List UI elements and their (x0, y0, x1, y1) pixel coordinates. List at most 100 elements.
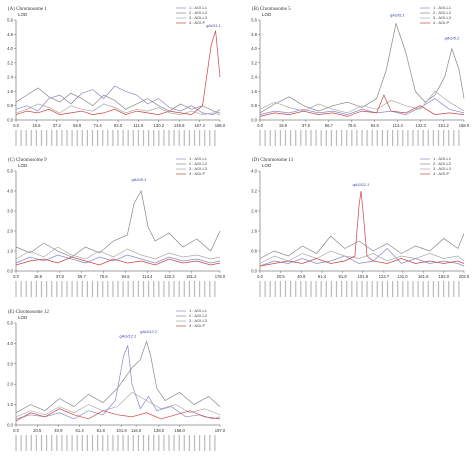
y-axis-label: LOD (262, 163, 272, 168)
y-tick-label: 0.0 (251, 269, 257, 274)
series-line-2-agi-l2 (15, 190, 221, 258)
y-tick-label: 2.4 (7, 75, 13, 80)
qtl-label: qAGI5.1 (390, 12, 405, 17)
x-tick-label: 148.8 (174, 123, 185, 128)
x-tick-label: 161.6 (418, 274, 429, 279)
x-tick-label: 167.4 (194, 123, 205, 128)
x-tick-label: 168.0 (459, 123, 470, 128)
legend-label: 4 : AGI-P (189, 323, 206, 328)
y-axis-label: LOD (262, 12, 272, 17)
y-axis-label: LOD (18, 163, 28, 168)
x-tick-label: 37.8 (302, 123, 311, 128)
series-line-1-agi-l1 (15, 345, 221, 420)
y-tick-label: 4.8 (7, 32, 13, 37)
qtl-label: qAGI5.2 (445, 36, 460, 41)
x-tick-label: 202.0 (459, 274, 470, 279)
series-line-4-agi-p (15, 256, 221, 266)
x-tick-label: 122.7 (379, 274, 390, 279)
x-tick-label: 101.8 (358, 274, 369, 279)
x-tick-label: 37.8 (56, 274, 65, 279)
chart-title: (C) Chromosome 9 (8, 158, 47, 163)
series-line-4-agi-p (259, 94, 465, 117)
x-tick-label: 0.0 (13, 123, 19, 128)
y-tick-label: 0.8 (251, 249, 257, 254)
y-tick-label: 5.6 (251, 18, 257, 23)
x-tick-label: 75.6 (100, 274, 109, 279)
x-tick-label: 94.5 (371, 123, 380, 128)
x-tick-label: 20.5 (277, 274, 286, 279)
x-tick-label: 111.6 (133, 123, 144, 128)
y-tick-label: 5.0 (7, 169, 13, 174)
x-tick-label: 113.4 (142, 274, 153, 279)
legend-label: 1 : AGI-L1 (433, 5, 452, 10)
legend-label: 4 : AGI-P (433, 171, 450, 176)
qtl-label: qAGI12.1 (119, 333, 136, 338)
y-tick-label: 1.6 (251, 229, 257, 234)
legend-label: 1 : AGI-L1 (189, 156, 208, 161)
x-tick-label: 18.9 (279, 123, 288, 128)
x-tick-label: 40.9 (54, 428, 63, 433)
y-axis-label: LOD (18, 315, 28, 320)
qtl-label: qAGI9.1 (132, 177, 147, 182)
series-line-3-agi-l3 (15, 391, 221, 418)
y-tick-label: 3.2 (251, 189, 257, 194)
x-tick-label: 20.5 (33, 428, 42, 433)
series-line-4-agi-p (15, 408, 221, 422)
x-tick-label: 113.4 (393, 123, 404, 128)
x-tick-label: 61.4 (76, 428, 85, 433)
x-tick-label: 176.0 (215, 274, 226, 279)
series-line-2-agi-l2 (15, 87, 221, 114)
y-axis-label: LOD (18, 12, 28, 17)
y-tick-label: 1.6 (7, 89, 13, 94)
x-tick-label: 151.2 (186, 274, 197, 279)
y-tick-label: 3.0 (7, 209, 13, 214)
x-tick-label: 130.2 (154, 123, 165, 128)
chart-title: (B) Chromosome 5 (252, 7, 291, 12)
y-tick-label: 4.0 (7, 189, 13, 194)
x-tick-label: 81.8 (339, 274, 348, 279)
y-tick-label: 4.0 (251, 46, 257, 51)
series-line-2-agi-l2 (15, 340, 221, 414)
legend-label: 2 : AGI-L2 (189, 313, 208, 318)
x-tick-label: 94.5 (121, 274, 130, 279)
x-tick-label: 56.7 (325, 123, 334, 128)
x-tick-label: 40.9 (297, 274, 306, 279)
x-tick-label: 37.2 (53, 123, 62, 128)
series-line-3-agi-l3 (259, 250, 465, 264)
y-tick-label: 2.4 (251, 209, 257, 214)
y-tick-label: 2.0 (7, 382, 13, 387)
series-line-1-agi-l1 (259, 98, 465, 115)
series-line-3-agi-l3 (259, 90, 465, 114)
series-line-3-agi-l3 (15, 103, 221, 115)
qtl-label: qAGI1.1 (206, 23, 221, 28)
y-tick-label: 4.8 (251, 32, 257, 37)
y-tick-label: 4.0 (7, 46, 13, 51)
x-tick-label: 101.8 (116, 428, 127, 433)
legend-label: 4 : AGI-P (189, 20, 206, 25)
x-tick-label: 197.0 (215, 428, 226, 433)
qtl-label: qAGI11.1 (353, 182, 370, 187)
x-tick-label: 0.0 (13, 428, 19, 433)
series-line-4-agi-p (15, 30, 221, 115)
x-tick-label: 18.6 (32, 123, 41, 128)
legend-label: 4 : AGI-P (433, 20, 450, 25)
x-tick-label: 81.8 (97, 428, 106, 433)
series-line-1-agi-l1 (15, 254, 221, 264)
x-tick-label: 0.0 (257, 123, 263, 128)
legend-label: 3 : AGI-L3 (189, 15, 208, 20)
x-tick-label: 75.6 (348, 123, 357, 128)
y-tick-label: 0.0 (7, 118, 13, 123)
y-tick-label: 5.0 (7, 321, 13, 326)
y-tick-label: 0.0 (7, 269, 13, 274)
legend-label: 1 : AGI-L1 (433, 156, 452, 161)
x-tick-label: 132.3 (164, 274, 175, 279)
x-tick-label: 18.9 (34, 274, 43, 279)
y-tick-label: 4.0 (251, 169, 257, 174)
series-line-4-agi-p (259, 190, 465, 267)
x-tick-label: 132.3 (415, 123, 426, 128)
